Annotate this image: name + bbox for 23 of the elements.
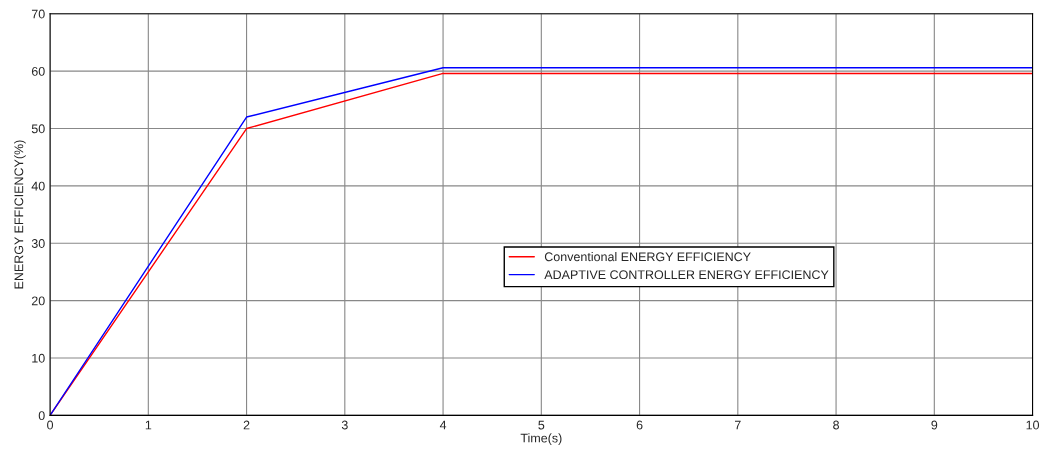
x-tick-label: 7 (734, 420, 741, 430)
y-axis-title: ENERGY EFFICIENCY(%) (14, 140, 26, 289)
x-tick-label: 6 (636, 420, 643, 430)
y-tick-label: 0 (38, 411, 45, 421)
legend-label: Conventional ENERGY EFFICIENCY (544, 252, 751, 262)
x-tick-label: 10 (1026, 420, 1040, 430)
y-tick-label: 10 (32, 353, 45, 363)
y-tick-label: 30 (31, 239, 45, 248)
x-tick-label: 2 (243, 420, 250, 430)
y-tick-label: 40 (31, 181, 45, 191)
x-axis-title: Time(s) (520, 433, 562, 445)
x-tick-label: 8 (833, 420, 839, 430)
x-tick-label: 9 (931, 420, 938, 430)
x-tick-label: 0 (47, 420, 54, 430)
legend-label: ADAPTIVE CONTROLLER ENERGY EFFICIENCY (544, 270, 829, 280)
x-tick-label: 5 (538, 420, 545, 430)
y-tick-label: 60 (31, 66, 45, 76)
y-tick-label: 50 (31, 124, 45, 134)
x-tick-label: 1 (145, 420, 152, 430)
y-tick-label: 20 (31, 296, 45, 306)
y-tick-label: 70 (31, 9, 45, 19)
x-tick-label: 4 (439, 420, 447, 430)
x-tick-label: 3 (341, 420, 348, 430)
